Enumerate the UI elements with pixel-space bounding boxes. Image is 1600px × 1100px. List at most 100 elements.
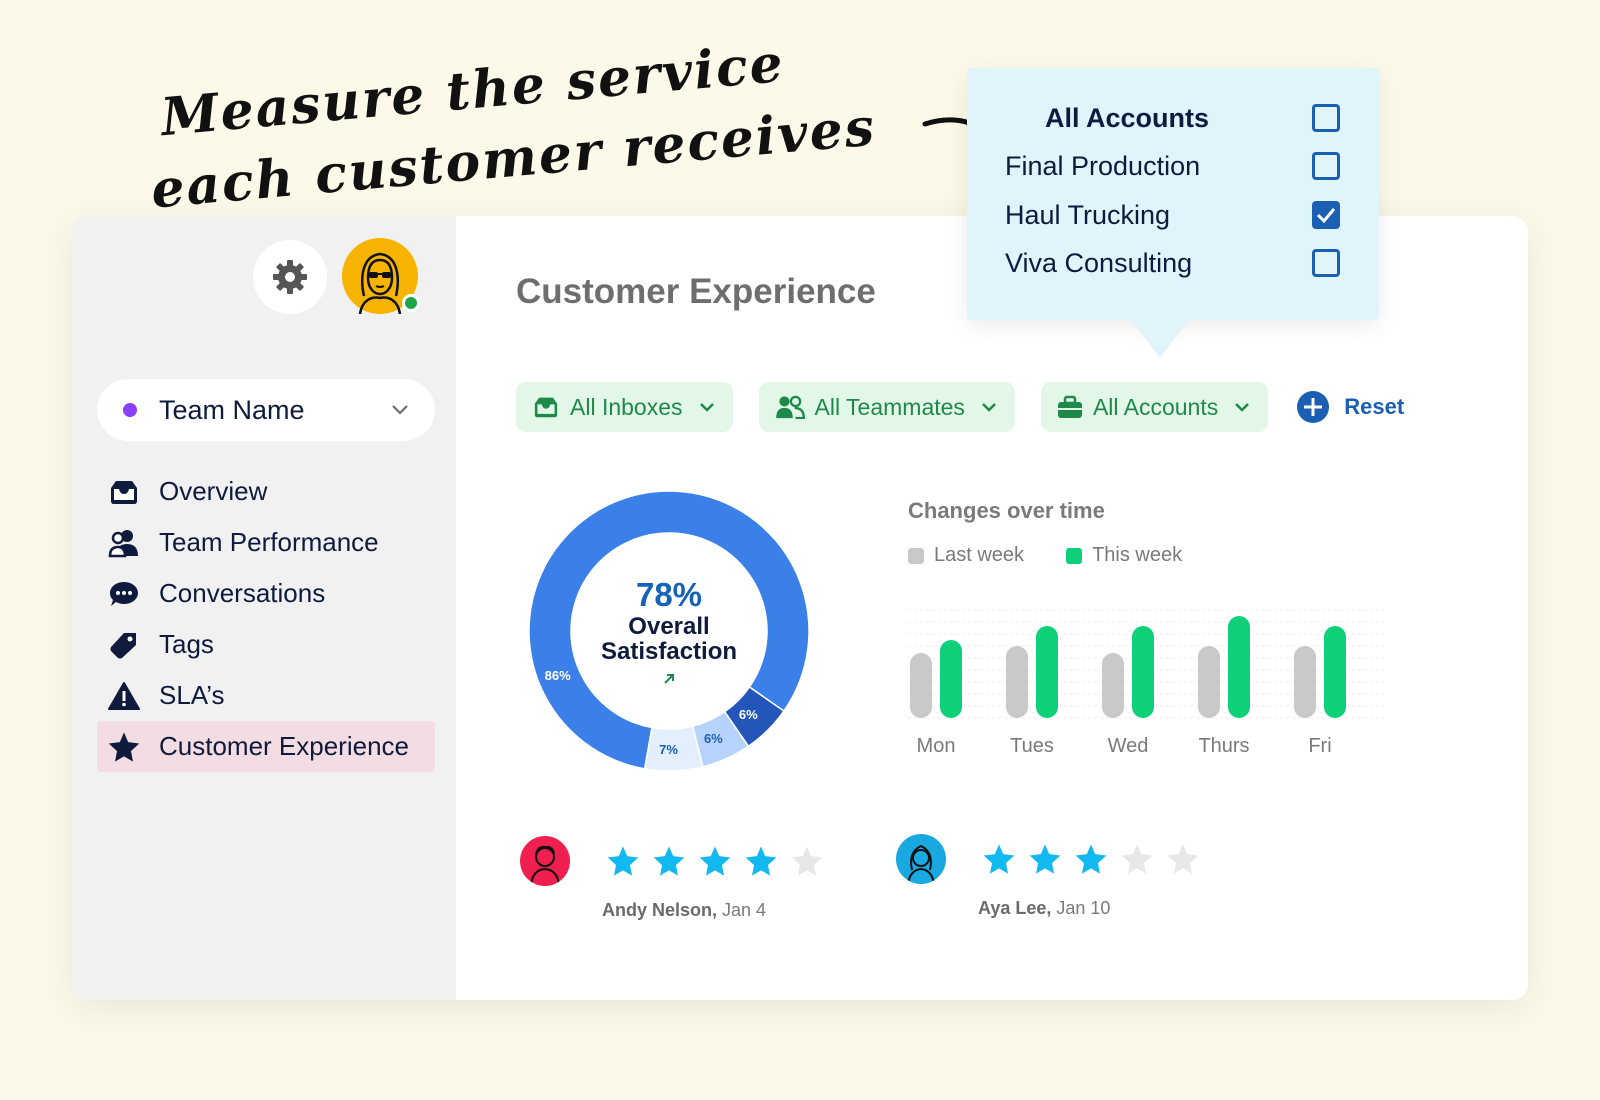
inboxes-filter[interactable]: All Inboxes	[516, 382, 733, 432]
sidebar-item-customer-experience[interactable]: Customer Experience	[97, 721, 435, 772]
satisfaction-donut-chart: 78% Overall Satisfaction 86% 6% 6% 7%	[524, 486, 814, 776]
chevron-down-icon	[1234, 402, 1250, 412]
dropdown-option-all-accounts[interactable]: All Accounts	[967, 94, 1379, 142]
dropdown-option-label: Haul Trucking	[1005, 199, 1171, 230]
dropdown-option-label: Viva Consulting	[1005, 247, 1193, 278]
teammates-filter-label: All Teammates	[814, 393, 965, 420]
user-avatar-illustration	[358, 252, 402, 315]
legend-item-last-week: Last week	[908, 544, 1024, 567]
legend-swatch-last-week	[908, 547, 924, 564]
star-icon	[107, 730, 141, 764]
checkbox[interactable]	[1312, 249, 1340, 277]
checkbox-checked[interactable]	[1312, 201, 1340, 229]
legend-swatch-this-week	[1066, 547, 1083, 564]
bar-last-week	[910, 653, 932, 718]
donut-slice	[643, 725, 704, 772]
team-color-dot	[123, 403, 137, 417]
page-title: Customer Experience	[516, 272, 876, 311]
bar-last-week	[1102, 653, 1124, 718]
dropdown-option-label: All Accounts	[1045, 102, 1210, 133]
star-icon	[976, 843, 1022, 875]
star-icon	[1022, 843, 1068, 875]
x-tick-label: Tues	[1010, 735, 1054, 757]
dropdown-option-viva-consulting[interactable]: Viva Consulting	[967, 239, 1379, 287]
overall-satisfaction-label-2: Satisfaction	[600, 638, 738, 665]
dropdown-pointer	[1130, 318, 1190, 358]
handwritten-annotation: Measure the service each customer receiv…	[149, 33, 1031, 225]
review-meta: Aya Lee, Jan 10	[978, 898, 1206, 919]
main-content: Customer Experience All Inboxes All Team…	[456, 216, 1528, 1000]
chart-legend: Last week This week	[908, 544, 1388, 567]
star-icon	[692, 845, 738, 877]
settings-button[interactable]	[253, 240, 327, 314]
people-icon	[107, 526, 141, 560]
sidebar-item-conversations[interactable]: Conversations	[97, 568, 435, 619]
dropdown-option-final-production[interactable]: Final Production	[967, 142, 1379, 190]
checkbox[interactable]	[1312, 152, 1340, 180]
user-avatar[interactable]	[342, 238, 420, 315]
bar-chart-svg: Mon Tues Wed Thurs Fri	[908, 609, 1384, 757]
bar-this-week	[1036, 626, 1058, 718]
sidebar-item-team-performance[interactable]: Team Performance	[97, 517, 435, 568]
online-status-dot	[402, 294, 420, 312]
star-rating	[600, 845, 830, 877]
x-tick-label: Mon	[917, 735, 956, 757]
checkmark-icon	[1316, 208, 1336, 223]
team-select-label: Team Name	[159, 394, 305, 425]
dropdown-option-label: Final Production	[1005, 150, 1201, 181]
star-icon	[600, 845, 646, 877]
checkbox[interactable]	[1312, 104, 1340, 132]
sidebar-nav: Overview Team Performance Conversations …	[97, 466, 435, 772]
sidebar-item-label: Conversations	[159, 578, 326, 608]
chevron-down-icon	[699, 402, 715, 412]
sidebar-item-tags[interactable]: Tags	[97, 619, 435, 670]
dropdown-option-haul-trucking[interactable]: Haul Trucking	[967, 191, 1379, 239]
dashboard-card: Team Name Overview Team Performance	[72, 216, 1528, 1000]
x-tick-label: Thurs	[1198, 735, 1249, 757]
changes-over-time-chart: Changes over time Last week This week Mo…	[908, 498, 1388, 788]
star-empty-icon	[1114, 843, 1160, 875]
bar-last-week	[1294, 646, 1316, 718]
inbox-icon	[532, 395, 560, 419]
sidebar-item-overview[interactable]: Overview	[97, 466, 435, 517]
teammates-filter[interactable]: All Teammates	[758, 382, 1015, 432]
sidebar-item-label: Overview	[159, 476, 268, 506]
inbox-icon	[107, 475, 141, 509]
sidebar-item-label: Customer Experience	[159, 731, 409, 761]
bar-this-week	[1132, 626, 1154, 718]
star-rating	[976, 843, 1206, 875]
donut-slice-label: 6%	[703, 731, 723, 747]
donut-slice-label: 6%	[738, 707, 758, 723]
team-select[interactable]: Team Name	[97, 379, 435, 441]
overall-satisfaction-value: 78%	[635, 576, 703, 613]
reviewer-avatar-illustration	[907, 844, 935, 884]
reset-button[interactable]: Reset	[1296, 390, 1404, 424]
donut-slice-label: 7%	[659, 741, 678, 757]
briefcase-icon	[1057, 395, 1083, 419]
reviewer-name: Andy Nelson,	[602, 900, 718, 920]
chat-bubble-icon	[107, 577, 141, 611]
inboxes-filter-label: All Inboxes	[570, 393, 683, 420]
people-icon	[775, 395, 805, 419]
bar-last-week	[1006, 646, 1028, 718]
donut-slice	[528, 490, 810, 770]
x-tick-label: Fri	[1308, 735, 1331, 757]
review-top	[896, 834, 1206, 884]
review-aya-lee: Aya Lee, Jan 10	[896, 834, 1206, 919]
review-andy-nelson: Andy Nelson, Jan 4	[520, 836, 830, 921]
warning-icon	[107, 679, 141, 713]
x-tick-label: Wed	[1108, 735, 1149, 757]
accounts-filter[interactable]: All Accounts	[1040, 382, 1269, 432]
reviewer-avatar-illustration	[530, 845, 560, 886]
review-date: Jan 10	[1056, 898, 1111, 918]
reviewer-avatar	[520, 836, 570, 886]
sidebar-item-slas[interactable]: SLA’s	[97, 670, 435, 721]
review-date: Jan 4	[722, 900, 767, 920]
trend-up-arrow-icon	[664, 674, 674, 684]
bar-last-week	[1198, 646, 1220, 718]
bar-this-week	[1324, 626, 1346, 718]
accounts-dropdown: All Accounts Final Production Haul Truck…	[967, 68, 1379, 320]
bar-this-week	[940, 640, 962, 718]
donut-svg	[528, 490, 810, 772]
bar-this-week	[1228, 616, 1250, 718]
